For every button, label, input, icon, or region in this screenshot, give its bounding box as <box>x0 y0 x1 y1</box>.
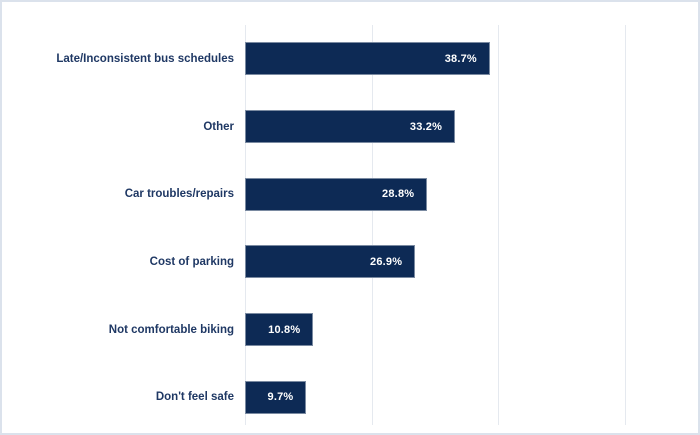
gridline-20 <box>371 25 373 425</box>
category-label: Other <box>203 120 234 133</box>
bar-value-label: 28.8% <box>382 188 415 201</box>
bar: 33.2% <box>245 110 456 143</box>
bar-value-label: 10.8% <box>268 323 301 336</box>
gridline-60 <box>624 25 626 425</box>
bar-value-label: 33.2% <box>409 120 443 133</box>
bar-value-label: 26.9% <box>370 255 403 268</box>
category-label: Don't feel safe <box>155 391 234 404</box>
category-label: Car troubles/repairs <box>124 188 234 201</box>
gridline-40 <box>498 25 500 425</box>
category-label: Late/Inconsistent bus schedules <box>56 52 234 65</box>
gridline-layer <box>245 25 688 425</box>
bar-row: Other 33.2% <box>203 93 688 161</box>
bar: 10.8% <box>245 313 314 347</box>
bar: 28.8% <box>245 177 428 211</box>
bar: 26.9% <box>245 245 416 279</box>
bar: 9.7% <box>245 380 307 414</box>
bar-value-label: 9.7% <box>267 391 294 404</box>
bar-row: Not comfortable biking 10.8% <box>109 296 688 364</box>
gridline-0 <box>245 25 246 425</box>
bar-row: Don't feel safe 9.7% <box>156 363 688 431</box>
bar-rows-layer: Late/Inconsistent bus schedules 38.7% Ot… <box>56 25 688 431</box>
bar-row: Late/Inconsistent bus schedules 38.7% <box>56 25 688 93</box>
bar: 38.7% <box>245 42 490 76</box>
bar-row: Car troubles/repairs 28.8% <box>125 160 688 228</box>
category-label: Cost of parking <box>149 255 234 268</box>
category-label: Not comfortable biking <box>108 323 234 336</box>
bar-row: Cost of parking 26.9% <box>150 228 688 296</box>
bar-value-label: 38.7% <box>444 52 477 65</box>
